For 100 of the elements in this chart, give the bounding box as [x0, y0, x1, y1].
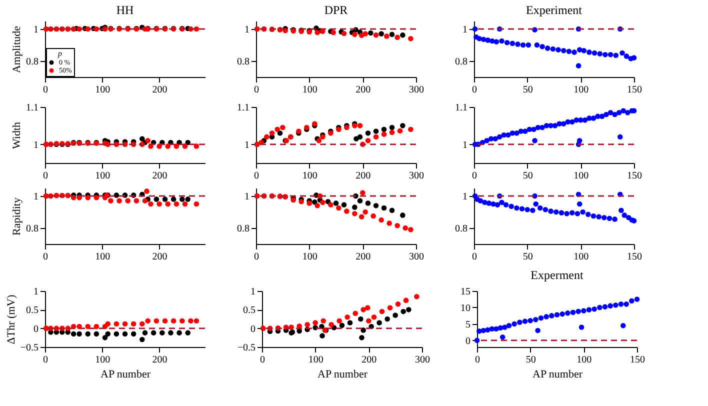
y-tick-label: 10	[460, 302, 470, 314]
point	[162, 196, 168, 202]
point	[162, 318, 168, 324]
y-tick-label: 1	[34, 286, 38, 298]
point	[274, 126, 280, 132]
point	[533, 317, 538, 322]
x-tick-label: 50	[522, 170, 533, 182]
point	[381, 126, 387, 132]
point	[617, 134, 623, 140]
point	[406, 307, 412, 312]
point	[408, 226, 414, 232]
point	[484, 138, 490, 144]
point	[154, 318, 160, 324]
x-tick-label: 100	[302, 84, 318, 96]
x-tick-label: 150	[630, 354, 645, 366]
x-tick-label: 100	[308, 354, 324, 366]
point	[174, 201, 180, 207]
point	[76, 331, 82, 337]
point	[384, 34, 390, 39]
point	[608, 303, 613, 308]
point	[524, 206, 530, 212]
x-tick-label: 200	[152, 84, 168, 96]
point	[602, 304, 608, 310]
point	[602, 52, 608, 58]
point	[387, 305, 393, 310]
point	[397, 128, 403, 134]
point	[384, 316, 390, 322]
y-tick-label: 0.5	[26, 305, 38, 316]
point	[581, 308, 586, 314]
y-tick-label: 1	[462, 24, 468, 36]
point	[566, 48, 572, 54]
point	[347, 320, 353, 326]
point	[581, 48, 587, 54]
point	[386, 220, 392, 226]
point	[320, 200, 326, 206]
y-tick-label: −0.5	[20, 342, 38, 354]
chart-title: HH	[116, 3, 134, 17]
point	[544, 314, 549, 320]
x-tick-label: 50	[526, 354, 536, 366]
y-tick-label: 0.8	[26, 56, 38, 68]
point	[474, 338, 480, 344]
x-tick-label: 100	[574, 84, 589, 96]
point	[336, 318, 342, 324]
point	[550, 46, 556, 52]
x-tick-label: 300	[409, 84, 424, 96]
point	[277, 130, 283, 136]
point	[179, 196, 185, 202]
point	[368, 30, 374, 36]
point	[395, 301, 401, 307]
point	[613, 302, 618, 308]
x-tick-label: 0	[260, 354, 265, 366]
point	[148, 201, 154, 207]
point	[328, 322, 334, 328]
point	[618, 208, 624, 214]
point	[105, 331, 111, 337]
point	[373, 128, 379, 134]
y-tick-label: 1.1	[455, 102, 468, 114]
point	[494, 326, 499, 332]
point	[596, 214, 602, 220]
point	[312, 320, 318, 326]
point	[389, 130, 395, 136]
point	[134, 198, 140, 204]
y-tick-label: 1	[250, 286, 256, 298]
x-tick-label: 100	[574, 252, 589, 262]
x-tick-label: 300	[409, 170, 424, 182]
point	[280, 124, 286, 130]
point	[515, 42, 520, 47]
x-tick-label: 150	[627, 252, 642, 262]
point	[185, 196, 191, 202]
y-tick-label: 1	[462, 140, 468, 151]
point	[612, 216, 618, 222]
point	[564, 210, 570, 216]
point	[608, 52, 614, 58]
point	[365, 130, 371, 136]
point	[142, 198, 148, 204]
point	[569, 210, 575, 216]
y-tick-label: 1	[462, 192, 468, 202]
point	[85, 324, 91, 330]
point	[560, 311, 565, 317]
point	[358, 316, 364, 322]
y-tick-label: 1	[34, 192, 38, 202]
point	[544, 46, 550, 51]
point	[114, 321, 120, 326]
point	[116, 198, 122, 204]
point	[365, 138, 371, 144]
point	[510, 40, 516, 46]
chart-title: Experiment	[526, 3, 583, 17]
y-tick-label: 1	[244, 24, 250, 36]
point	[176, 330, 182, 336]
point	[508, 204, 514, 210]
point	[560, 48, 566, 54]
point	[122, 331, 128, 337]
point	[373, 32, 379, 38]
point	[494, 202, 500, 208]
point	[503, 202, 509, 208]
point	[114, 331, 120, 337]
point	[194, 201, 200, 207]
point	[362, 209, 368, 215]
point	[408, 36, 414, 42]
point	[370, 213, 376, 219]
